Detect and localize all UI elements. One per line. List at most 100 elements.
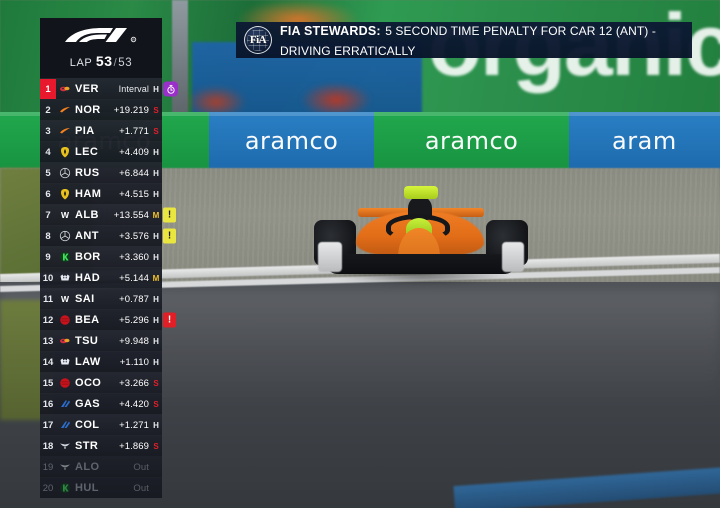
ad-board: aramco bbox=[208, 112, 375, 170]
race-car-mclaren bbox=[310, 168, 530, 284]
timing-row-oco[interactable]: 15 OCO +3.266 S bbox=[40, 372, 162, 393]
car-onboard-camera bbox=[404, 186, 438, 199]
driver-code: ANT bbox=[75, 230, 99, 242]
gap-time: +5.296 bbox=[119, 314, 149, 326]
timing-row-bea[interactable]: 12 BEA +5.296 H! bbox=[40, 309, 176, 330]
driver-status: Out bbox=[133, 461, 149, 473]
position-number: 7 bbox=[45, 209, 51, 221]
gap-time: +5.144 bbox=[119, 272, 149, 284]
driver-code: RUS bbox=[75, 167, 100, 179]
position-number: 14 bbox=[42, 356, 54, 368]
gap-time: +1.110 bbox=[119, 356, 149, 368]
team-logo-mclaren-icon bbox=[56, 100, 73, 120]
timing-row-pia[interactable]: 3 PIA +1.771 S bbox=[40, 120, 162, 141]
team-logo-ferrari-icon bbox=[56, 184, 73, 204]
position-number: 12 bbox=[42, 314, 54, 326]
svg-text:R: R bbox=[132, 38, 135, 42]
team-logo-astonmartin-icon bbox=[56, 436, 73, 456]
investigation-badge-icon[interactable]: ! bbox=[163, 228, 176, 244]
fia-message-text: 5 SECOND TIME PENALTY FOR CAR 12 (ANT) -… bbox=[280, 23, 656, 58]
position-number: 3 bbox=[45, 125, 51, 137]
timing-row-rus[interactable]: 5 RUS +6.844 H bbox=[40, 162, 162, 183]
position-number: 4 bbox=[45, 146, 51, 158]
timing-row-tsu[interactable]: 13 TSU +9.948 H bbox=[40, 330, 162, 351]
ad-board: aramco bbox=[374, 112, 569, 170]
fastest-lap-badge-icon[interactable] bbox=[163, 81, 178, 97]
driver-code: HUL bbox=[75, 482, 99, 494]
timing-row-col[interactable]: 17 COL +1.271 H bbox=[40, 414, 162, 435]
timing-row-gas[interactable]: 16 GAS +4.420 S bbox=[40, 393, 162, 414]
tyre-compound-h: H bbox=[153, 294, 159, 304]
team-logo-racingbulls-icon bbox=[56, 352, 73, 372]
team-logo-mclaren-icon bbox=[56, 121, 73, 141]
driver-code: BOR bbox=[75, 251, 101, 263]
car-front-wing-endplate-right bbox=[502, 242, 524, 272]
fia-message-body: FIA STEWARDS: 5 SECOND TIME PENALTY FOR … bbox=[280, 20, 684, 60]
timing-row-ant[interactable]: 8 ANT +3.576 H! bbox=[40, 225, 176, 246]
team-logo-astonmartin-icon bbox=[56, 457, 73, 477]
tyre-compound-h: H bbox=[153, 315, 159, 325]
timing-row-nor[interactable]: 2 NOR +19.219 S bbox=[40, 99, 162, 120]
fia-globe-pattern bbox=[247, 29, 269, 51]
driver-code: PIA bbox=[75, 125, 95, 137]
driver-code: SAI bbox=[75, 293, 95, 305]
timing-tower-header: R LAP 53/53 bbox=[40, 18, 162, 78]
gap-time: +9.948 bbox=[119, 335, 149, 347]
lap-counter: LAP 53/53 bbox=[40, 47, 162, 74]
ad-label: aram bbox=[612, 127, 677, 155]
gap-time: +4.515 bbox=[119, 188, 149, 200]
timing-tower-rows: 1 VER Interval H 2 NOR +19.219 S 3 PIA +1.771 S 4 LEC… bbox=[40, 78, 178, 498]
tyre-compound-h: H bbox=[153, 168, 159, 178]
investigation-badge-icon[interactable]: ! bbox=[163, 207, 176, 223]
timing-row-sai[interactable]: 11 W SAI +0.787 H bbox=[40, 288, 162, 309]
timing-row-str[interactable]: 18 STR +1.869 S bbox=[40, 435, 162, 456]
timing-row-bor[interactable]: 9 BOR +3.360 H bbox=[40, 246, 162, 267]
position-number: 6 bbox=[45, 188, 51, 200]
team-logo-ferrari-icon bbox=[56, 142, 73, 162]
timing-row-alb[interactable]: 7 W ALB +13.554 M! bbox=[40, 204, 176, 225]
timing-tower: R LAP 53/53 1 VER Interval H 2 NOR +19.219 S 3 PI… bbox=[40, 18, 178, 498]
driver-code: NOR bbox=[75, 104, 101, 116]
penalty-badge-icon[interactable]: ! bbox=[163, 312, 176, 328]
team-logo-williams-icon: W bbox=[56, 289, 73, 309]
position-number: 9 bbox=[45, 251, 51, 263]
fia-logo-icon: FiA bbox=[244, 26, 272, 54]
timing-row-ver[interactable]: 1 VER Interval H bbox=[40, 78, 178, 99]
position-number: 10 bbox=[42, 272, 54, 284]
position-number: 19 bbox=[42, 461, 54, 473]
team-logo-mercedes-icon bbox=[56, 226, 73, 246]
lap-separator: / bbox=[113, 57, 118, 69]
position-number: 16 bbox=[42, 398, 54, 410]
team-logo-racingbulls-icon bbox=[56, 268, 73, 288]
driver-code: BEA bbox=[75, 314, 100, 326]
gap-time: +1.271 bbox=[119, 419, 149, 431]
timing-row-law[interactable]: 14 LAW +1.110 H bbox=[40, 351, 162, 372]
car-halo bbox=[386, 214, 450, 240]
timing-row-ham[interactable]: 6 HAM +4.515 H bbox=[40, 183, 162, 204]
driver-code: ALB bbox=[75, 209, 99, 221]
tyre-compound-m: M bbox=[152, 273, 160, 283]
svg-text:W: W bbox=[60, 294, 69, 304]
gap-time: +1.771 bbox=[119, 125, 149, 137]
position-number: 11 bbox=[42, 293, 54, 305]
tyre-compound-h: H bbox=[153, 84, 159, 94]
tyre-compound-h: H bbox=[153, 420, 159, 430]
gap-time: +3.576 bbox=[119, 230, 149, 242]
driver-code: LEC bbox=[75, 146, 99, 158]
tyre-compound-h: H bbox=[153, 231, 159, 241]
timing-row-alo[interactable]: 19 ALO Out bbox=[40, 456, 162, 477]
car-front-wing bbox=[328, 254, 514, 274]
position-number: 2 bbox=[45, 104, 51, 116]
team-logo-alpine-icon bbox=[56, 394, 73, 414]
team-logo-haas-icon bbox=[56, 310, 73, 330]
timing-row-lec[interactable]: 4 LEC +4.409 H bbox=[40, 141, 162, 162]
ad-label: aramco bbox=[424, 127, 519, 155]
team-logo-haas-icon bbox=[56, 373, 73, 393]
team-logo-redbull-icon bbox=[56, 79, 73, 99]
timing-row-hul[interactable]: 20 HUL Out bbox=[40, 477, 162, 498]
fia-message-label: FIA STEWARDS: bbox=[280, 23, 381, 38]
timing-row-had[interactable]: 10 HAD +5.144 M bbox=[40, 267, 162, 288]
gap-time: +1.869 bbox=[119, 440, 149, 452]
tyre-compound-m: M bbox=[152, 210, 160, 220]
